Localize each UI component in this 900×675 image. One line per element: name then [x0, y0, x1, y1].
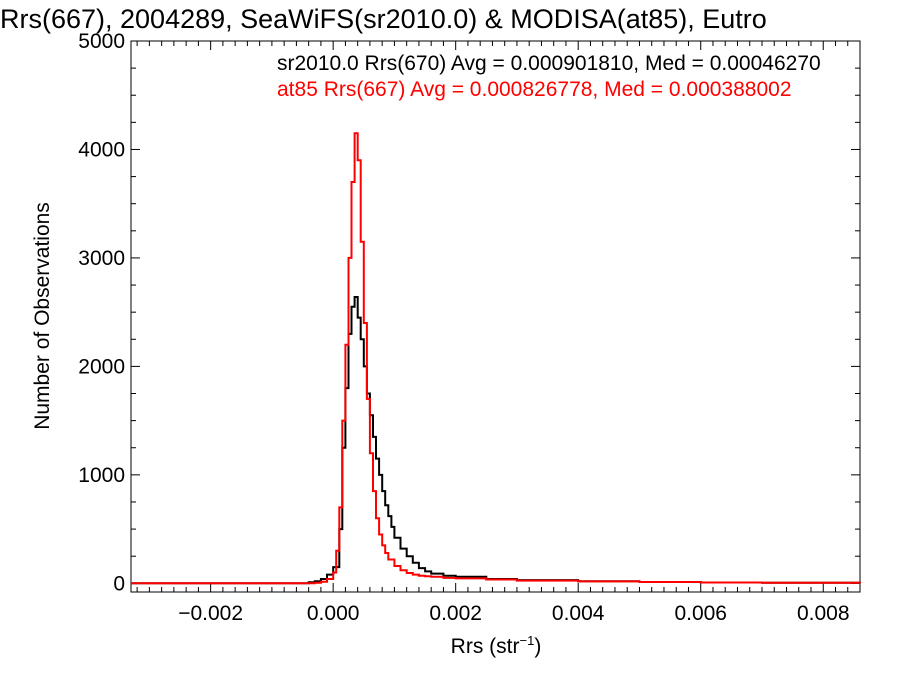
x-axis-label-main: Rrs (str: [451, 635, 520, 658]
y-tick-label: 5000: [78, 30, 125, 53]
plot-frame: [130, 40, 861, 593]
series-layer: [131, 132, 861, 585]
x-tick-label: 0.002: [429, 602, 482, 625]
y-tick-label: 4000: [78, 138, 125, 161]
x-axis-label-end: ): [534, 635, 541, 658]
y-axis-label: Number of Observations: [31, 202, 54, 430]
series-line-red: [131, 132, 861, 585]
chart-title: Rrs(667), 2004289, SeaWiFS(sr2010.0) & M…: [0, 4, 767, 34]
y-axis-ticks: 0 1000 2000 3000 4000 5000: [78, 30, 860, 595]
x-tick-label: 0.008: [797, 602, 850, 625]
y-tick-label: 1000: [78, 464, 125, 487]
y-tick-label: 3000: [78, 247, 125, 270]
x-axis-label-superscript: −1: [520, 633, 535, 648]
x-tick-label: 0.006: [674, 602, 727, 625]
y-tick-label: 2000: [78, 355, 125, 378]
x-axis-ticks: −0.002 0.000 0.002 0.004 0.006 0.008: [136, 41, 861, 625]
annotation-red: at85 Rrs(667) Avg = 0.000826778, Med = 0…: [277, 78, 792, 101]
x-tick-label: 0.004: [552, 602, 605, 625]
x-tick-label: −0.002: [178, 602, 243, 625]
y-tick-label: 0: [113, 572, 125, 595]
annotation-black: sr2010.0 Rrs(670) Avg = 0.000901810, Med…: [277, 52, 821, 75]
series-line-black: [131, 296, 861, 585]
x-tick-label: 0.000: [307, 602, 360, 625]
x-axis-label: Rrs (str−1): [451, 633, 542, 658]
